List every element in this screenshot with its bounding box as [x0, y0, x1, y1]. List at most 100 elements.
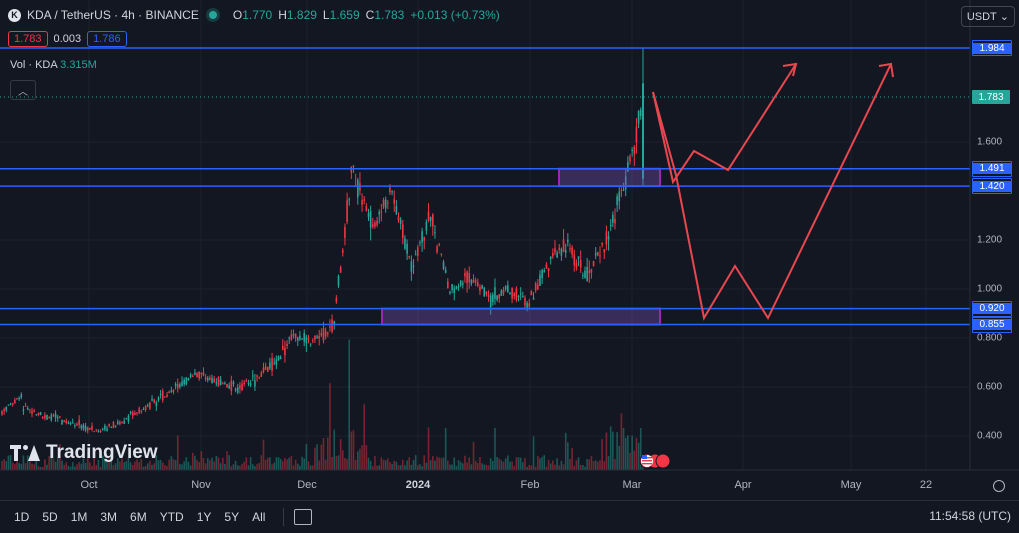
volume-bar	[528, 465, 531, 470]
candle-body	[228, 385, 230, 389]
volume-bar	[339, 439, 342, 470]
volume-bar	[635, 437, 638, 470]
level-price-tag: 0.855	[972, 316, 1012, 333]
candle-body	[436, 246, 438, 253]
volume-bar	[603, 461, 606, 470]
currency-selector[interactable]: USDT ⌄	[960, 6, 1015, 27]
candle-body	[402, 224, 404, 239]
volume-bar	[215, 455, 218, 470]
candle-body	[279, 356, 282, 360]
candle-body	[241, 383, 243, 391]
candle-body	[316, 336, 318, 339]
candle-body	[331, 319, 333, 332]
volume-bar	[271, 464, 273, 470]
buy-price-button[interactable]: 1.786	[87, 31, 127, 47]
candle-body	[365, 206, 368, 211]
volume-bar	[526, 466, 528, 470]
candle-body	[314, 335, 316, 340]
volume-bar	[466, 462, 468, 470]
candle-body	[637, 111, 640, 124]
candle-body	[183, 379, 185, 385]
volume-bar	[89, 462, 91, 470]
utc-clock[interactable]: 11:54:58 (UTC)	[929, 509, 1011, 523]
candle-body	[320, 332, 323, 336]
timeframe-all[interactable]: All	[252, 510, 266, 524]
volume-bar	[618, 445, 621, 470]
volume-bar	[209, 460, 211, 470]
tradingview-logo[interactable]: TradingView	[10, 442, 158, 464]
volume-bar	[556, 458, 558, 470]
gear-icon[interactable]	[993, 480, 1005, 492]
sell-price-button[interactable]: 1.783	[8, 31, 48, 47]
symbol-title[interactable]: KDA / TetherUS · 4h · BINANCE	[27, 8, 199, 22]
volume-bar	[462, 463, 464, 470]
volume-bar	[326, 437, 329, 470]
candle-body	[136, 412, 138, 414]
timeframe-1d[interactable]: 1D	[14, 510, 30, 524]
logo-text: TradingView	[46, 442, 158, 463]
candle-body	[434, 232, 436, 234]
candle-body	[389, 187, 391, 193]
volume-bar	[292, 465, 295, 470]
candle-body	[226, 383, 228, 388]
volume-bar	[627, 435, 629, 470]
candle-body	[534, 283, 537, 291]
volume-bar	[142, 466, 145, 470]
volume-bar	[172, 459, 175, 470]
candle-body	[22, 409, 25, 411]
volume-bar	[149, 460, 151, 470]
timeframe-1m[interactable]: 1M	[70, 510, 88, 524]
candle-body	[59, 416, 61, 418]
volume-bar	[67, 465, 70, 470]
projection-arrow-2	[652, 63, 892, 321]
market-open-icon	[208, 11, 217, 19]
timeframe-5y[interactable]: 5Y	[224, 510, 240, 524]
timeframe-ytd[interactable]: YTD	[159, 510, 184, 524]
candle-body	[206, 378, 209, 381]
candle-body	[627, 162, 629, 172]
y-axis-label: 0.800	[977, 332, 1003, 344]
volume-bar	[380, 457, 383, 470]
timeframe-1y[interactable]: 1Y	[196, 510, 212, 524]
x-axis-label: Apr	[734, 479, 752, 491]
collapse-legend-button[interactable]: ︿	[10, 80, 36, 100]
candle-body	[573, 254, 576, 266]
candle-body	[472, 279, 475, 283]
volume-bar	[121, 458, 123, 470]
candle-body	[215, 382, 218, 384]
candle-body	[16, 398, 18, 400]
timeframe-5d[interactable]: 5D	[42, 510, 58, 524]
volume-bar	[200, 451, 203, 470]
candle-body	[159, 393, 162, 395]
candle-body	[93, 431, 95, 433]
volume-bar	[260, 455, 263, 470]
timeframe-3m[interactable]: 3M	[100, 510, 118, 524]
candle-body	[359, 183, 361, 191]
volume-bar	[59, 444, 61, 470]
volume-bar	[138, 462, 140, 470]
calendar-icon[interactable]	[294, 509, 313, 525]
candle-body	[176, 383, 179, 389]
currency-label: USDT	[966, 10, 997, 23]
x-axis-label: May	[840, 479, 862, 491]
volume-bar	[3, 459, 5, 470]
candle-body	[35, 414, 38, 416]
candle-body	[5, 406, 8, 411]
candle-body	[552, 252, 554, 257]
candle-body	[429, 217, 432, 221]
volume-bar	[106, 459, 108, 470]
volume-bar	[573, 465, 576, 470]
volume-bar	[119, 461, 121, 470]
volume-bar	[101, 455, 104, 470]
price-zone	[558, 167, 661, 188]
candle-body	[455, 286, 458, 289]
candle-body	[170, 390, 173, 393]
candle-body	[157, 397, 160, 400]
volume-bar	[144, 465, 147, 470]
x-axis-label: Feb	[520, 479, 540, 491]
volume-bar	[110, 461, 113, 470]
candle-body	[116, 421, 119, 424]
timeframe-6m[interactable]: 6M	[130, 510, 147, 524]
candle-body	[3, 408, 5, 411]
